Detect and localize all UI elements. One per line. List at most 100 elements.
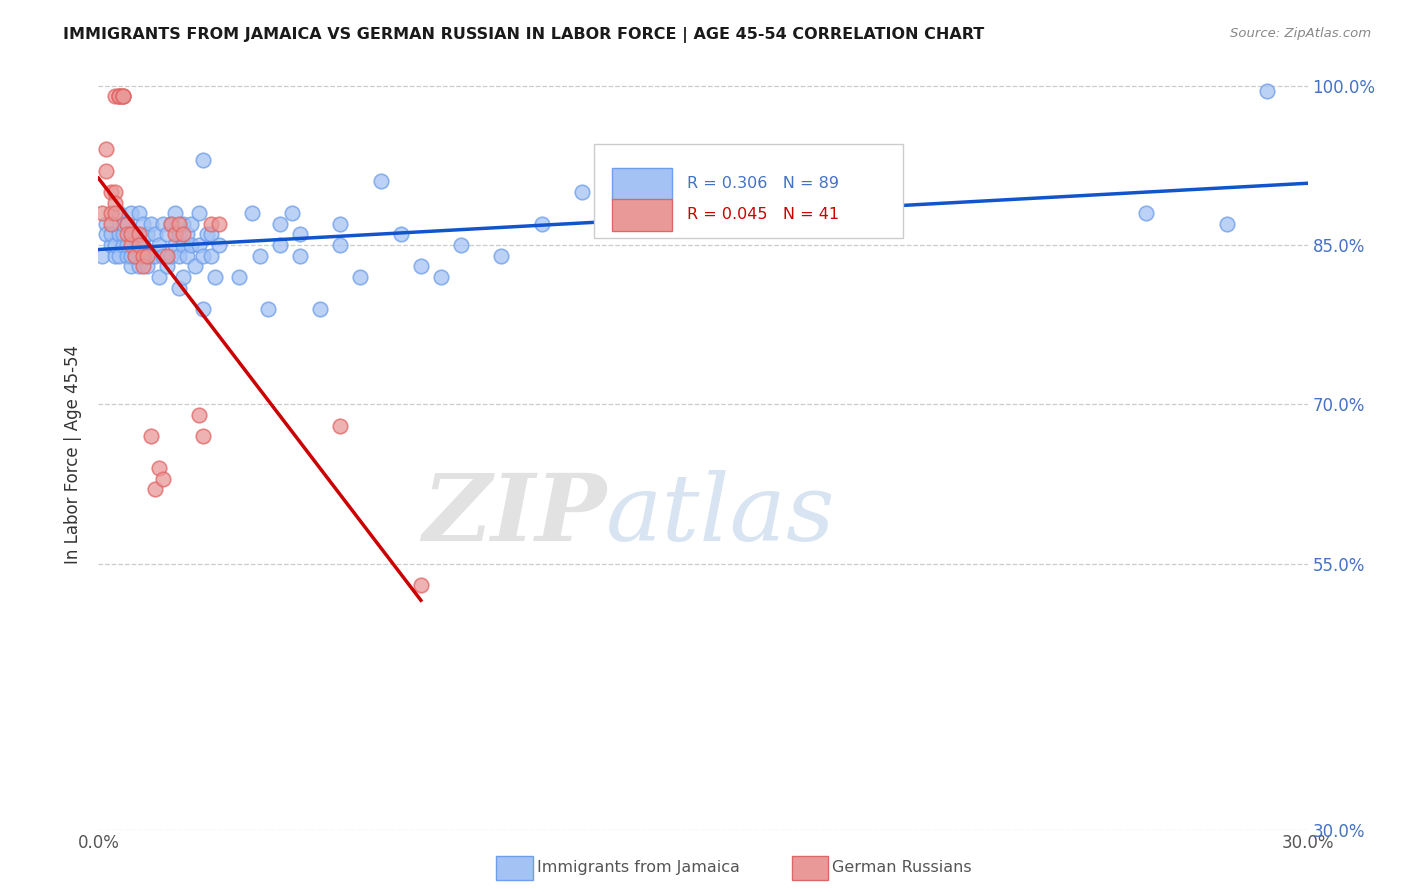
Text: Source: ZipAtlas.com: Source: ZipAtlas.com [1230,27,1371,40]
FancyBboxPatch shape [595,144,903,237]
Point [100,206,122,220]
Point [132,249,155,263]
Point [91,206,114,220]
Point [96,142,118,156]
Point [115,249,138,263]
Point [249,249,271,263]
Point [103,238,125,252]
Point [160,249,183,263]
Point [349,269,371,284]
Point [148,269,170,284]
Text: Immigrants from Jamaica: Immigrants from Jamaica [537,860,740,874]
Point [160,217,183,231]
Point [107,249,129,263]
Point [172,227,194,242]
Point [148,238,170,252]
Point [115,217,138,231]
Point [167,249,190,263]
Point [269,217,291,231]
Point [389,227,412,242]
Point [135,227,157,242]
Point [288,227,311,242]
Text: atlas: atlas [606,470,835,560]
Point [120,206,142,220]
Point [128,238,150,252]
Point [100,217,122,231]
Point [120,227,142,242]
Point [172,217,194,231]
Point [115,227,138,242]
Point [111,227,134,242]
Point [163,227,186,242]
Point [100,227,122,242]
Point [1216,217,1239,231]
Point [100,238,122,252]
Point [1256,84,1278,98]
Point [103,249,125,263]
Point [143,483,166,497]
Point [132,238,155,252]
Point [100,185,122,199]
Point [200,227,222,242]
Point [152,217,174,231]
Text: R = 0.306   N = 89: R = 0.306 N = 89 [688,177,839,192]
Point [1135,206,1157,220]
Point [156,249,179,263]
Point [188,408,211,422]
Point [160,217,183,231]
Point [450,238,472,252]
Point [491,249,513,263]
Point [269,238,291,252]
Point [156,227,179,242]
Point [103,185,125,199]
Point [193,429,215,443]
Point [329,418,352,433]
Point [370,174,392,188]
Text: IMMIGRANTS FROM JAMAICA VS GERMAN RUSSIAN IN LABOR FORCE | AGE 45-54 CORRELATION: IMMIGRANTS FROM JAMAICA VS GERMAN RUSSIA… [63,27,984,43]
Point [132,249,155,263]
Point [180,238,202,252]
Point [128,238,150,252]
Point [96,227,118,242]
Point [148,461,170,475]
Point [120,227,142,242]
Text: R = 0.045   N = 41: R = 0.045 N = 41 [688,208,839,222]
Point [571,185,593,199]
Point [96,217,118,231]
Point [124,249,146,263]
Point [135,260,157,274]
Point [115,217,138,231]
Point [124,227,146,242]
Point [329,217,352,231]
Point [240,206,263,220]
Point [111,89,134,103]
Point [180,217,202,231]
Point [139,429,162,443]
Point [176,249,198,263]
Point [111,89,134,103]
Point [103,206,125,220]
Point [124,249,146,263]
Point [120,249,142,263]
Point [156,260,179,274]
Text: German Russians: German Russians [832,860,972,874]
Point [188,238,211,252]
Point [139,249,162,263]
Point [120,260,142,274]
Point [288,249,311,263]
Point [96,163,118,178]
Point [135,249,157,263]
Point [409,260,432,274]
Point [256,301,278,316]
FancyBboxPatch shape [613,169,672,200]
Point [107,89,129,103]
Point [111,89,134,103]
Point [107,89,129,103]
Point [167,227,190,242]
Point [120,238,142,252]
Point [208,217,231,231]
Point [111,238,134,252]
Point [195,227,218,242]
Point [135,249,157,263]
Point [200,217,222,231]
